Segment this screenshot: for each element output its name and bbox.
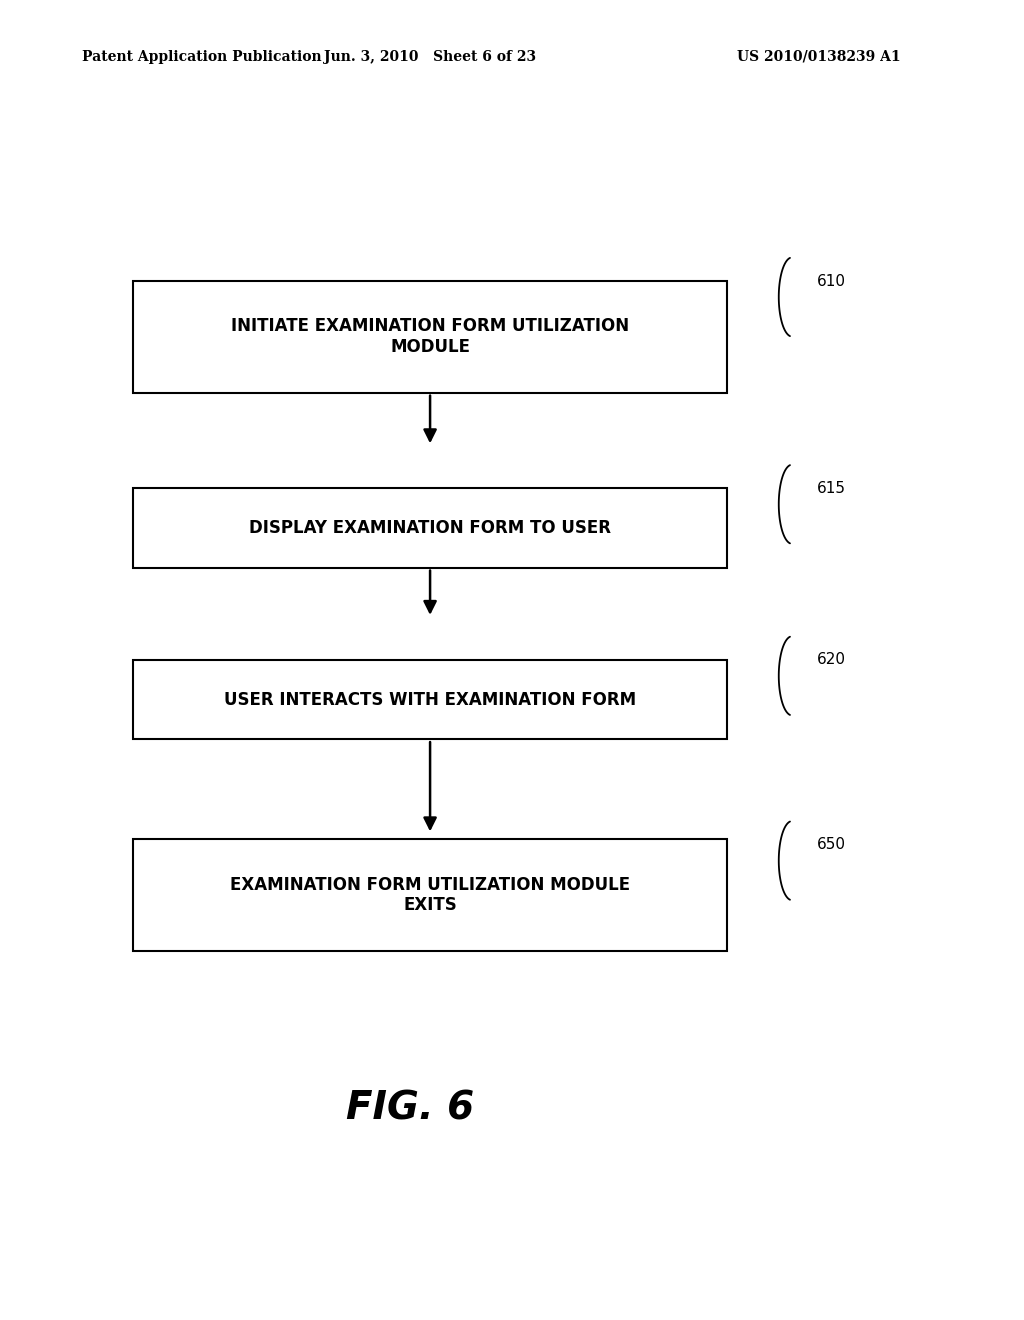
FancyBboxPatch shape [133,281,727,393]
Text: 620: 620 [817,652,846,668]
Text: Patent Application Publication: Patent Application Publication [82,50,322,63]
FancyBboxPatch shape [133,840,727,950]
Text: INITIATE EXAMINATION FORM UTILIZATION
MODULE: INITIATE EXAMINATION FORM UTILIZATION MO… [231,317,629,356]
Text: 615: 615 [817,480,846,496]
Text: 610: 610 [817,273,846,289]
Text: USER INTERACTS WITH EXAMINATION FORM: USER INTERACTS WITH EXAMINATION FORM [224,690,636,709]
Text: US 2010/0138239 A1: US 2010/0138239 A1 [737,50,901,63]
FancyBboxPatch shape [133,660,727,739]
Text: EXAMINATION FORM UTILIZATION MODULE
EXITS: EXAMINATION FORM UTILIZATION MODULE EXIT… [230,875,630,915]
Text: FIG. 6: FIG. 6 [345,1090,474,1127]
Text: DISPLAY EXAMINATION FORM TO USER: DISPLAY EXAMINATION FORM TO USER [249,519,611,537]
Text: 650: 650 [817,837,846,853]
Text: Jun. 3, 2010   Sheet 6 of 23: Jun. 3, 2010 Sheet 6 of 23 [324,50,537,63]
FancyBboxPatch shape [133,488,727,568]
